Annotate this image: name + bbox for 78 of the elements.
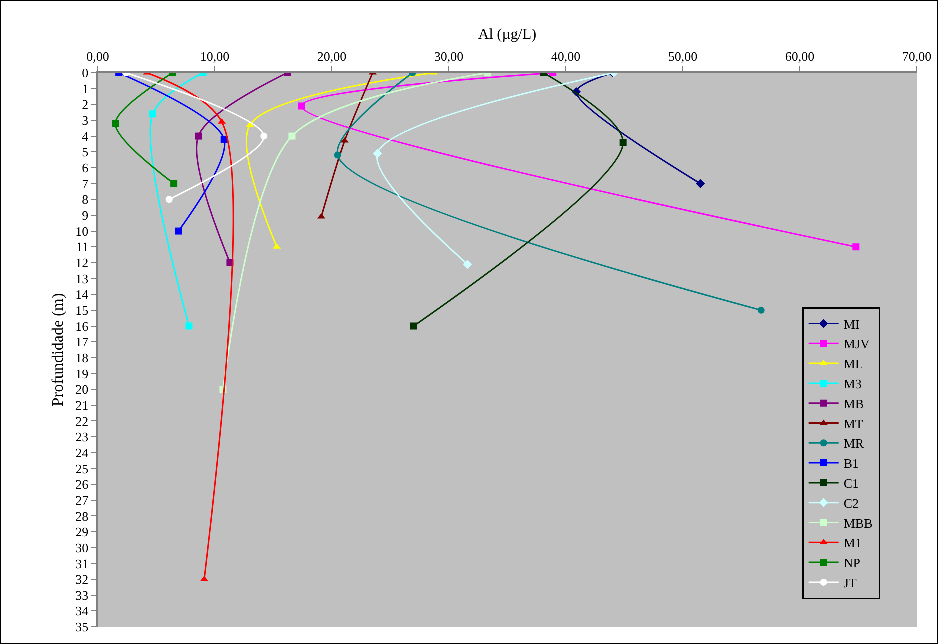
point [620,139,627,146]
legend-label: B1 [844,456,860,472]
legend-label: NP [844,556,860,571]
y-tick-label: 22 [76,414,89,429]
point [410,322,418,330]
y-tick-label: 23 [76,430,89,445]
y-tick-label: 34 [76,604,90,619]
y-tick-label: 33 [76,588,89,603]
y-tick-label: 13 [76,271,89,286]
point [166,196,173,204]
point [696,179,706,188]
y-tick-label: 12 [76,255,89,270]
legend-label: JT [844,576,857,591]
y-tick-label: 28 [76,508,89,524]
y-tick-label: 31 [76,556,89,572]
point [852,244,860,251]
legend-label: MB [844,396,864,412]
y-tick-label: 15 [76,302,89,318]
y-tick-label: 17 [76,334,90,350]
x-axis-title: Al (µg/L) [478,26,537,43]
x-tick-label: 70,00 [902,49,932,64]
point [175,228,182,235]
y-tick-label: 4 [82,128,90,144]
y-tick-label: 29 [76,524,89,540]
y-tick-label: 21 [76,398,89,413]
y-axis-title: Profundidade (m) [50,293,68,407]
y-tick-label: 2 [82,97,89,112]
point [195,132,202,140]
y-tick-label: 26 [76,477,90,492]
y-tick-label: 35 [76,620,89,635]
point [112,120,120,128]
y-tick-label: 10 [76,224,89,239]
legend-label: M3 [844,376,862,392]
y-tick-label: 9 [82,208,89,224]
y-tick-label: 3 [82,113,89,128]
point [334,152,342,159]
point [186,322,193,330]
x-tick-label: 30,00 [434,49,464,64]
point [463,260,472,270]
y-tick-label: 14 [76,287,90,302]
x-tick-label: 10,00 [200,49,230,64]
y-tick-label: 8 [82,192,89,208]
point [288,132,296,140]
x-tick-label: 60,00 [785,49,815,64]
x-tick-label: 20,00 [317,49,347,64]
y-tick-label: 5 [82,144,89,160]
point [758,306,765,314]
y-tick-label: 18 [76,350,89,366]
legend-label: M1 [844,536,862,551]
y-tick-label: 24 [76,445,90,460]
point [298,102,306,110]
y-tick-label: 30 [76,540,89,556]
y-tick-label: 7 [82,176,90,192]
legend-label: ML [844,356,864,372]
y-tick-label: 20 [76,382,89,398]
point [373,149,382,158]
y-tick-label: 19 [76,366,89,382]
y-tick-label: 0 [82,66,89,81]
y-tick-label: 1 [82,81,89,96]
y-tick-label: 6 [82,160,90,176]
point [170,180,178,188]
legend-label: MI [844,316,860,332]
y-tick-label: 27 [76,492,90,508]
point [149,110,156,118]
legend-label: C2 [844,496,860,511]
y-tick-label: 16 [76,318,90,334]
x-tick-label: 50,00 [668,49,698,64]
legend-label: MR [844,436,864,452]
x-tick-label: 0,00 [86,49,110,64]
y-tick-label: 11 [76,240,89,255]
legend-label: MJV [844,336,870,352]
legend-label: C1 [844,476,860,492]
y-tick-label: 25 [76,461,89,476]
x-tick-label: 40,00 [551,49,581,64]
legend-label: MT [844,416,864,432]
point [260,132,268,140]
y-tick-label: 32 [76,572,89,588]
legend-label: MBB [844,516,874,531]
